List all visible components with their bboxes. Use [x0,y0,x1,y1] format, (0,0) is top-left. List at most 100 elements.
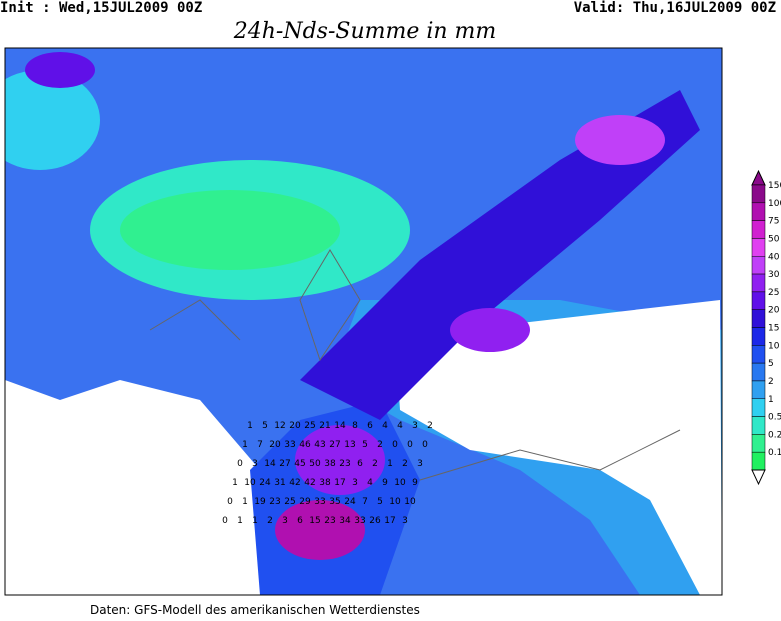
grid-value: 0 [237,459,243,469]
colorbar-label: 50 [768,234,780,244]
colorbar-box [751,345,766,364]
grid-value: 33 [354,516,365,526]
grid-value: 0 [392,440,398,450]
colorbar-label: 2 [768,377,774,387]
grid-value: 8 [352,421,358,431]
grid-value: 43 [314,440,325,450]
grid-value: 3 [402,516,408,526]
field-area [300,90,700,420]
colorbar-box [751,380,766,399]
grid-value: 33 [314,497,325,507]
grid-value: 0 [227,497,233,507]
field-area [5,70,100,170]
colorbar-box [751,202,766,221]
colorbar-box [751,451,766,471]
grid-value: 3 [352,478,358,488]
colorbar-label: 5 [768,359,774,369]
grid-value: 9 [382,478,388,488]
grid-value: 4 [367,478,373,488]
grid-value: 14 [334,421,346,431]
grid-value: 5 [377,497,383,507]
grid-value: 13 [344,440,355,450]
field-area [295,425,385,495]
valid-time: Valid: Thu,16JUL2009 00Z [574,0,776,16]
grid-value: 38 [324,459,336,469]
grid-value: 1 [247,421,253,431]
grid-value: 1 [237,516,243,526]
grid-value: 20 [289,421,301,431]
grid-value: 50 [309,459,321,469]
grid-value: 7 [257,440,263,450]
field-area [450,308,530,352]
map-frame [4,47,723,596]
footer-source: Daten: GFS-Modell des amerikanischen Wet… [90,603,420,617]
grid-value: 2 [372,459,378,469]
grid-value: 23 [339,459,350,469]
grid-value: 0 [222,516,228,526]
colorbar-label: 1 [768,395,774,405]
colorbar-box [751,238,766,257]
colorbar: 150 100 75 50 40 30 25 20 15 10 5 2 1 0.5 0.2 0.1 [751,169,781,486]
grid-value: 31 [274,478,285,488]
colorbar-box [751,291,766,310]
grid-value: 38 [319,478,331,488]
grid-value: 3 [417,459,423,469]
colorbar-label: 30 [768,270,780,280]
grid-value: 24 [344,497,356,507]
grid-value: 1 [232,478,238,488]
grid-value: 1 [387,459,393,469]
grid-value: 2 [427,421,433,431]
field-area [275,500,365,560]
grid-value: 42 [289,478,300,488]
colorbar-box [751,434,766,453]
grid-value: 14 [264,459,276,469]
colorbar-label: 15 [768,324,779,334]
grid-value: 7 [362,497,368,507]
colorbar-label: 25 [768,288,779,298]
grid-value: 2 [377,440,383,450]
grid-value: 27 [329,440,340,450]
grid-value: 26 [369,516,381,526]
colorbar-label: 150 [768,181,781,191]
grid-value: 21 [319,421,330,431]
grid-value: 5 [362,440,368,450]
grid-value: 10 [394,478,406,488]
grid-value: 0 [407,440,413,450]
colorbar-label: 40 [768,252,780,262]
colorbar-label: 100 [768,199,781,209]
grid-value: 1 [242,440,248,450]
field-area [575,115,665,165]
colorbar-label: 0.5 [768,413,781,423]
grid-value: 46 [299,440,311,450]
grid-value: 10 [404,497,416,507]
grid-value: 10 [244,478,256,488]
grid-value: 45 [294,459,305,469]
grid-value: 23 [269,497,280,507]
colorbar-label: 0.2 [768,430,781,440]
grid-value: 5 [262,421,268,431]
map: 1 5 12 20 25 21 14 8 6 4 4 3 21 7 20 33 46 43 27 13 5 2 0 0 00 3 1… [4,47,723,596]
grid-value: 1 [242,497,248,507]
grid-value: 24 [259,478,271,488]
grid-value: 17 [384,516,395,526]
colorbar-box [751,256,766,275]
grid-value: 20 [269,440,281,450]
colorbar-box [751,416,766,435]
init-time: Init : Wed,15JUL2009 00Z [0,0,202,16]
dry-area [5,380,260,595]
colorbar-box [751,184,766,204]
grid-value: 6 [357,459,363,469]
grid-value: 15 [309,516,320,526]
grid-value: 6 [367,421,373,431]
colorbar-label: 75 [768,217,779,227]
grid-value: 17 [334,478,345,488]
colorbar-label: 10 [768,341,780,351]
grid-value: 2 [402,459,408,469]
grid-value: 2 [267,516,273,526]
grid-value: 3 [252,459,258,469]
grid-value: 33 [284,440,295,450]
grid-value: 10 [389,497,401,507]
grid-value: 12 [274,421,285,431]
value-grid: 1 5 12 20 25 21 14 8 6 4 4 3 21 7 20 33 46 43 27 13 5 2 0 0 00 3 1… [222,421,433,526]
